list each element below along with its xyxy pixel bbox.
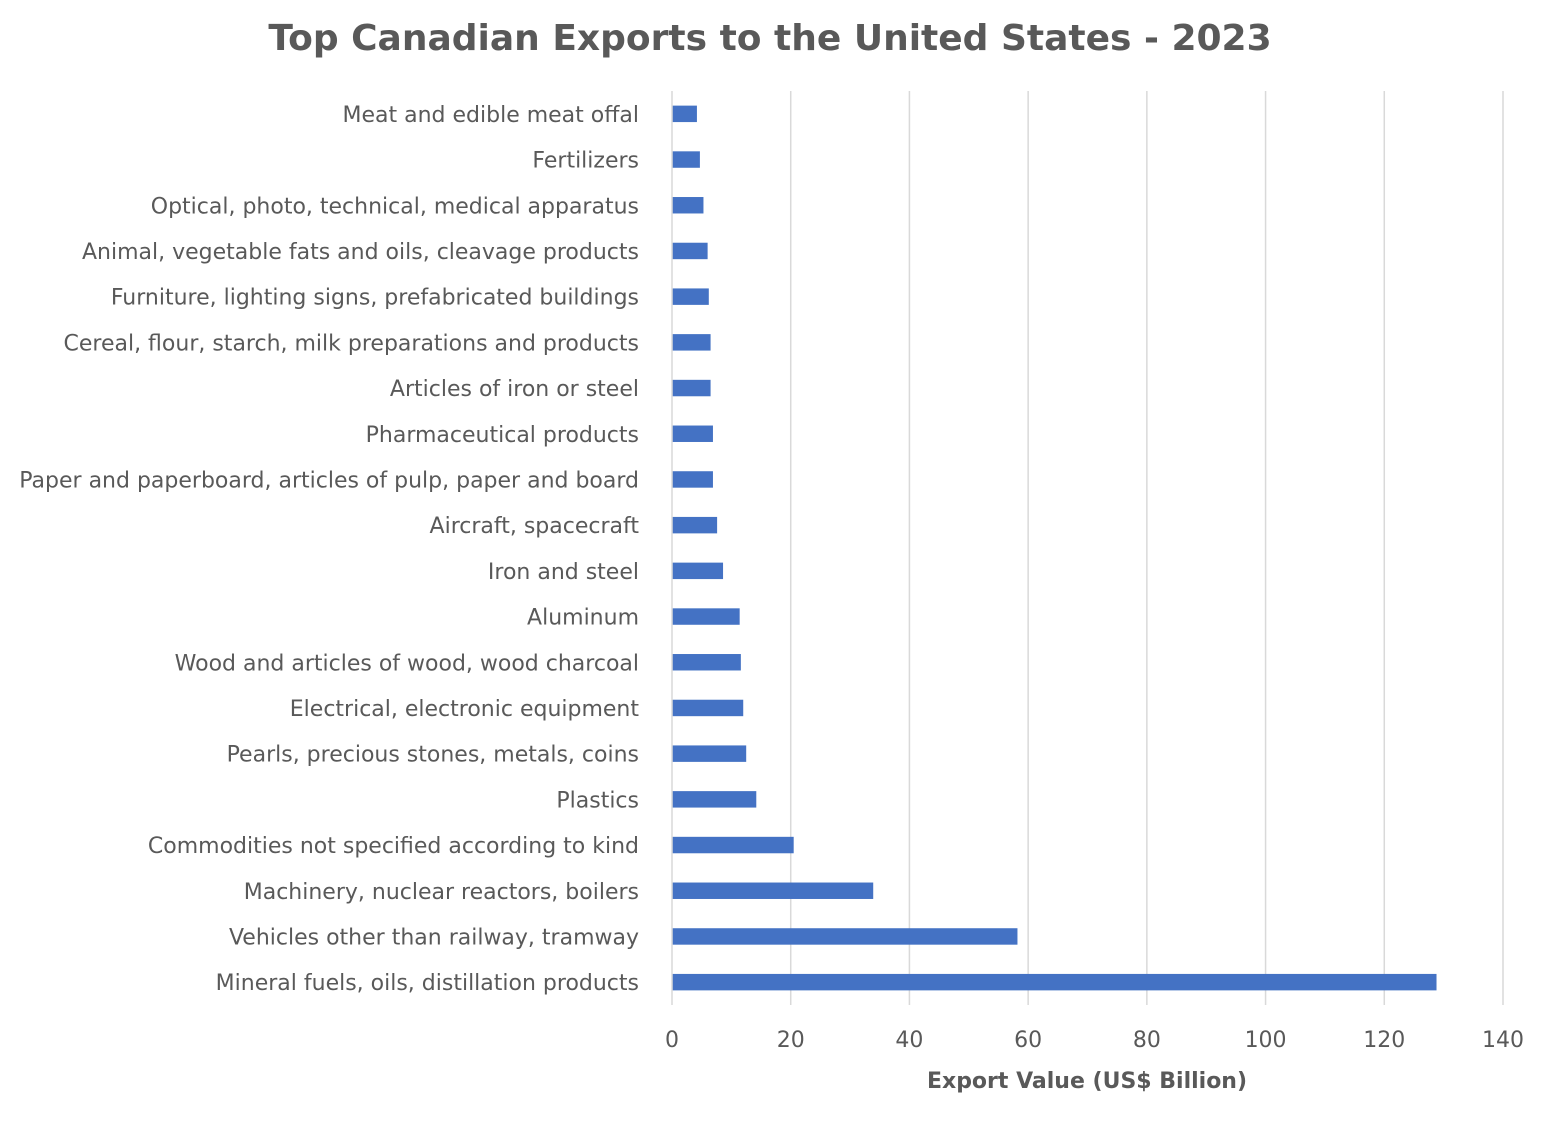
bar [672, 425, 713, 442]
bar [672, 562, 724, 580]
x-tick-label: 20 [777, 1028, 805, 1053]
bar [672, 836, 794, 854]
y-category-label: Pharmaceutical products [366, 423, 639, 448]
bar [672, 471, 713, 488]
bar [672, 105, 697, 123]
bar [672, 928, 1018, 945]
bar [672, 654, 741, 671]
bar [672, 151, 700, 168]
bar [672, 608, 740, 625]
y-category-label: Mineral fuels, oils, distillation produc… [216, 971, 639, 996]
x-tick-label: 0 [665, 1028, 679, 1053]
bar [672, 379, 711, 397]
y-category-label: Cereal, flour, starch, milk preparations… [63, 331, 639, 356]
x-axis-tick-labels: 0 20 40 60 80 100 120 140 [665, 1028, 1524, 1053]
y-category-label: Machinery, nuclear reactors, boilers [244, 880, 639, 905]
x-axis-title: Export Value (US$ Billion) [927, 1069, 1247, 1094]
x-tick-label: 80 [1133, 1028, 1161, 1053]
chart-title: Top Canadian Exports to the United State… [268, 18, 1271, 59]
y-category-label: Pearls, precious stones, metals, coins [227, 743, 639, 768]
gridlines [789, 91, 1504, 1005]
bar [672, 242, 708, 260]
y-category-label: Electrical, electronic equipment [290, 697, 640, 722]
y-category-label: Aluminum [527, 606, 639, 631]
bar [672, 882, 874, 899]
bar [672, 516, 718, 534]
bar [672, 745, 747, 762]
bar [672, 197, 704, 214]
y-category-label: Plastics [556, 788, 639, 813]
bar [672, 973, 1437, 991]
y-category-label: Paper and paperboard, articles of pulp, … [19, 468, 639, 493]
x-tick-label: 120 [1363, 1028, 1405, 1053]
bar [672, 791, 757, 808]
y-category-label: Fertilizers [532, 149, 639, 174]
x-tick-label: 100 [1245, 1028, 1287, 1053]
bar [672, 288, 709, 305]
x-tick-label: 40 [895, 1028, 923, 1053]
y-category-label: Optical, photo, technical, medical appar… [151, 194, 639, 219]
y-axis-category-labels: Meat and edible meat offal Fertilizers Opt… [19, 103, 639, 996]
y-category-label: Iron and steel [488, 560, 639, 585]
bar [672, 699, 744, 717]
y-category-label: Aircraft, spacecraft [430, 514, 640, 539]
y-category-label: Animal, vegetable fats and oils, cleavag… [82, 240, 639, 265]
y-category-label: Vehicles other than railway, tramway [229, 925, 639, 950]
x-tick-label: 60 [1014, 1028, 1042, 1053]
x-tick-label: 140 [1482, 1028, 1524, 1053]
y-category-label: Furniture, lighting signs, prefabricated… [111, 286, 639, 311]
y-category-label: Meat and edible meat offal [343, 103, 640, 128]
bars [672, 105, 1437, 991]
y-category-label: Commodities not specified according to k… [148, 834, 639, 859]
bar [672, 334, 711, 351]
y-category-label: Wood and articles of wood, wood charcoal [175, 651, 639, 676]
y-category-label: Articles of iron or steel [390, 377, 639, 402]
